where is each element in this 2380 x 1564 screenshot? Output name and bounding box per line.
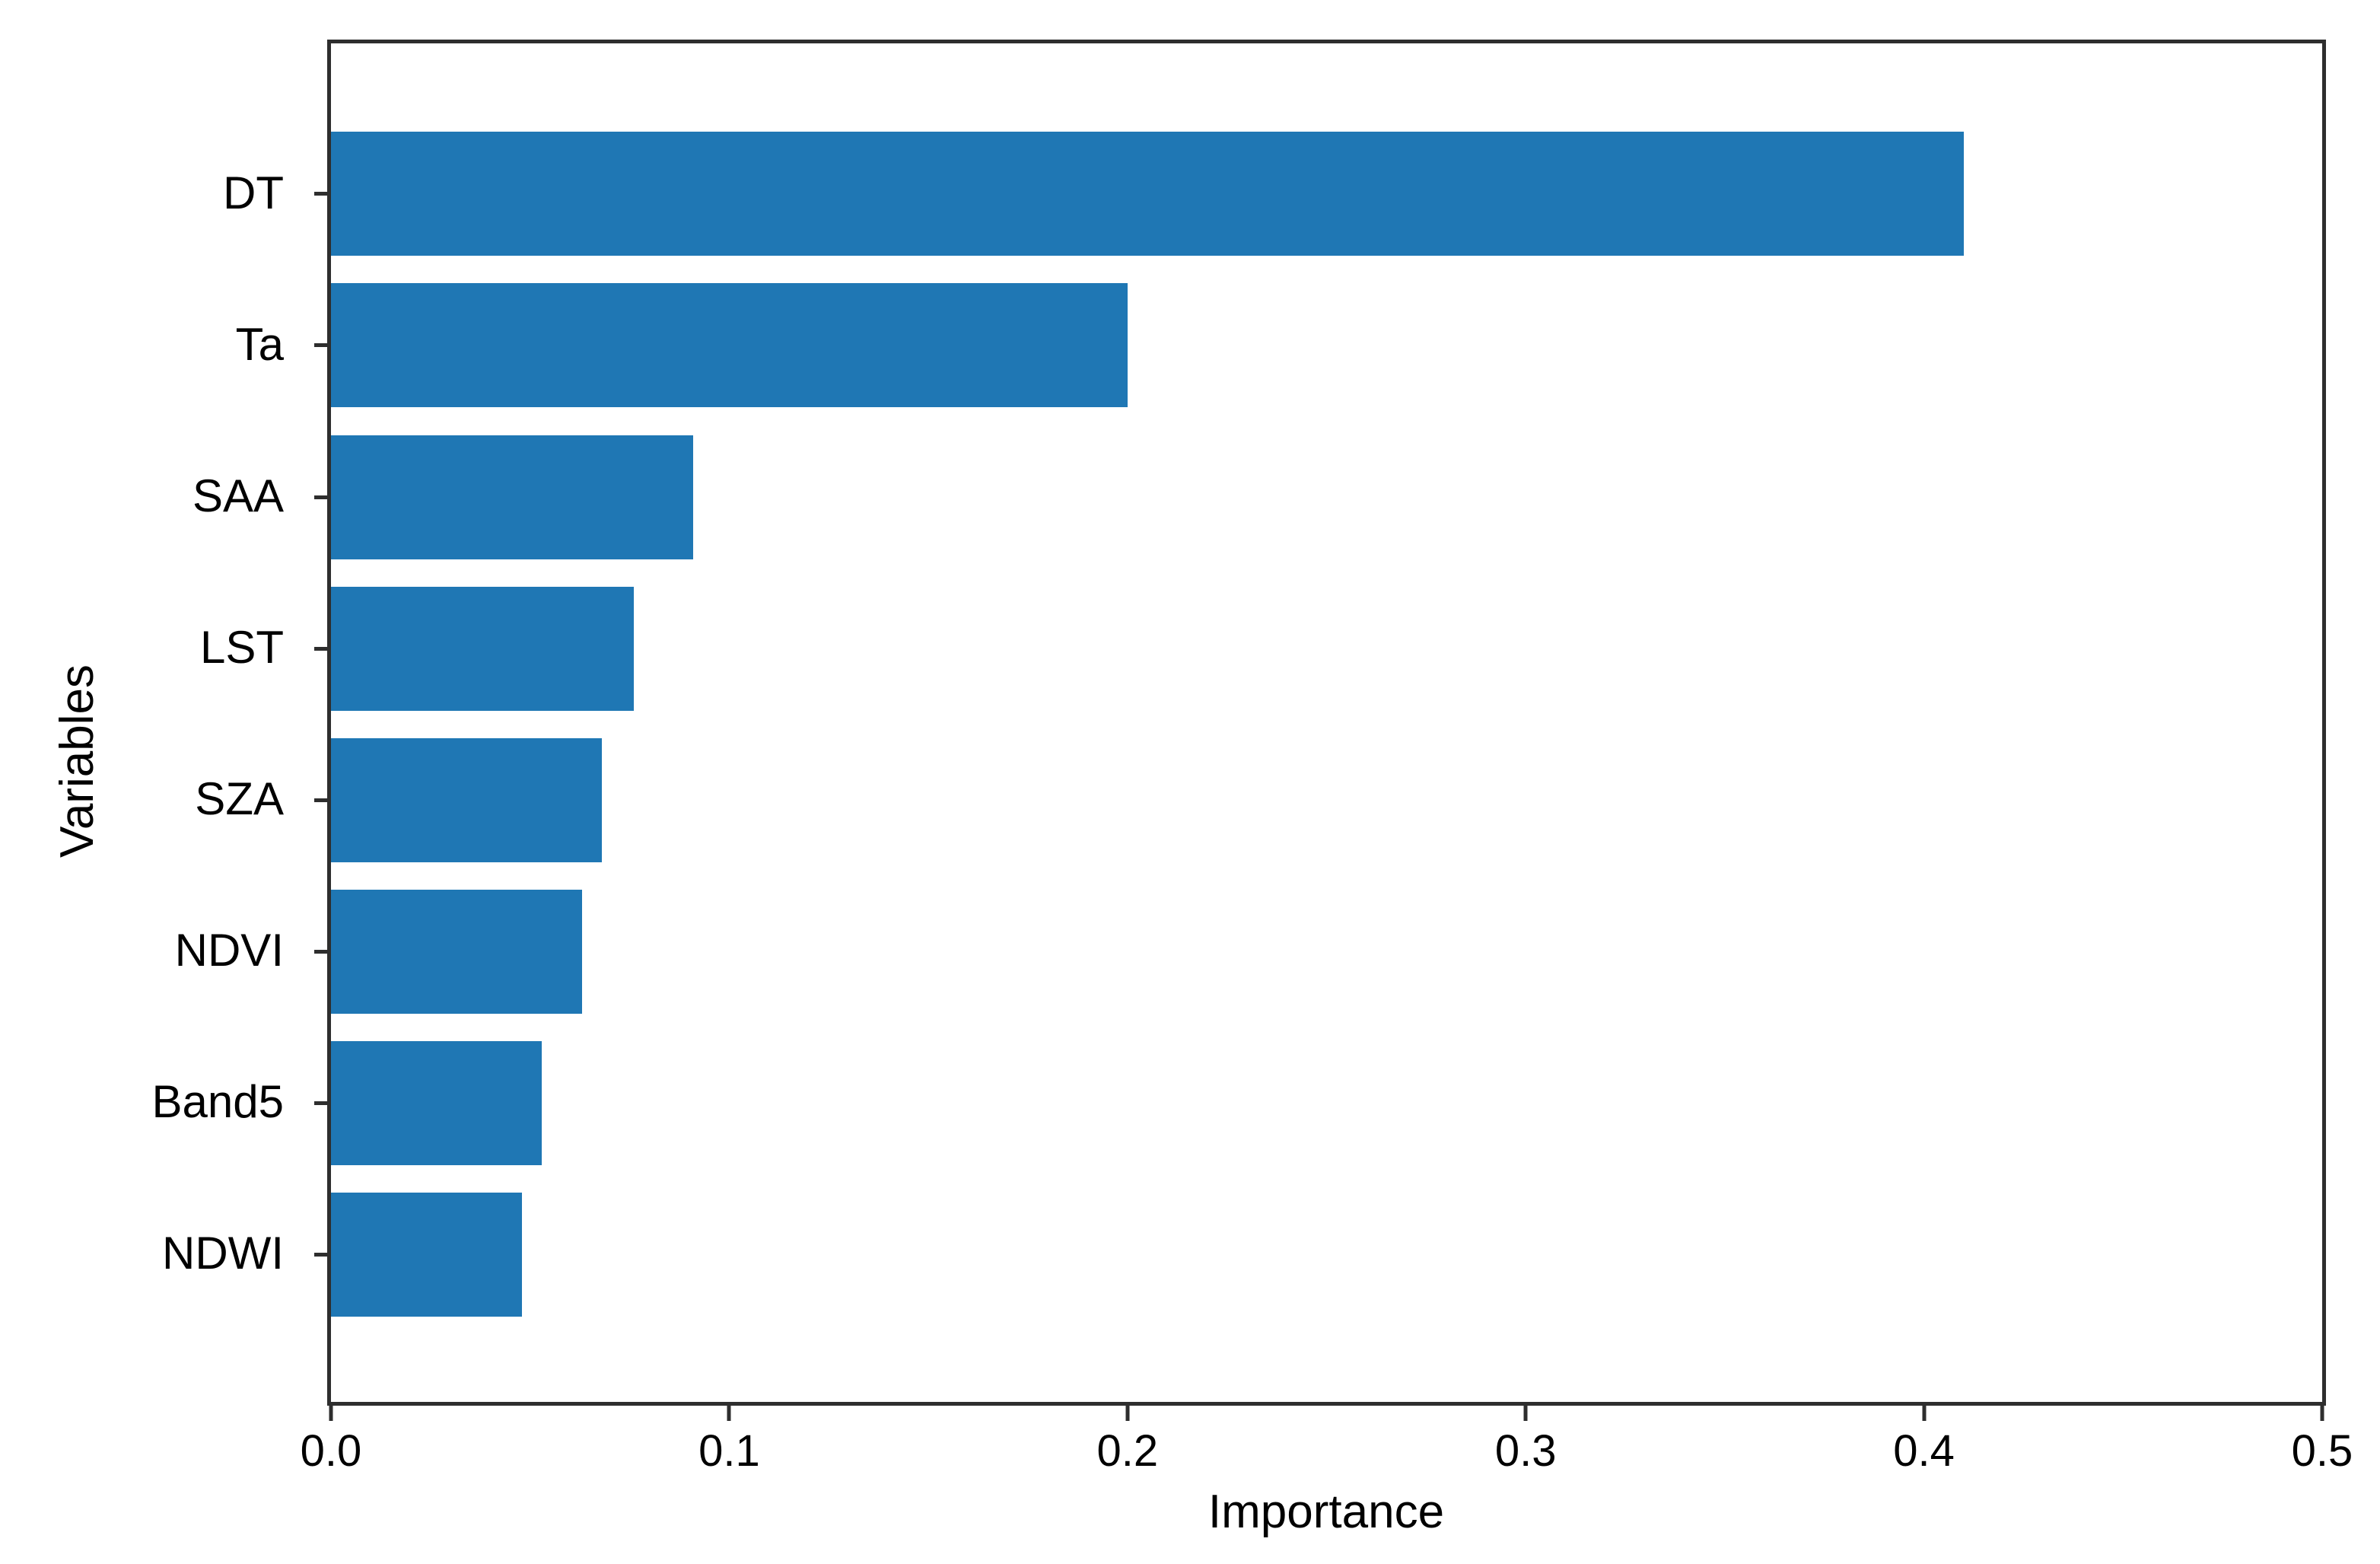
bar-LST [331, 586, 634, 711]
bar-Band5 [331, 1040, 542, 1165]
y-tick-label-SAA: SAA [192, 470, 284, 521]
y-tick-NDVI [314, 949, 331, 954]
y-tick-label-LST: LST [199, 621, 284, 673]
bar-SAA [331, 435, 694, 559]
y-tick-DT [314, 192, 331, 196]
y-tick-label-Band5: Band5 [151, 1075, 285, 1127]
x-tick-0.1 [727, 1406, 731, 1421]
bar-NDWI [331, 1192, 523, 1317]
x-tick-label-0.4: 0.4 [1893, 1426, 1955, 1476]
y-tick-Ta [314, 343, 331, 348]
y-axis-title: Variables [51, 664, 103, 858]
x-tick-label-0.3: 0.3 [1494, 1426, 1557, 1476]
x-tick-label-0.2: 0.2 [1096, 1426, 1159, 1476]
y-tick-SAA [314, 495, 331, 499]
x-tick-label-0.0: 0.0 [300, 1426, 362, 1476]
x-tick-0.2 [1125, 1406, 1130, 1421]
x-axis-title: Importance [1208, 1486, 1445, 1538]
bar-DT [331, 132, 1964, 256]
y-tick-label-NDWI: NDWI [162, 1227, 284, 1279]
y-tick-SZA [314, 798, 331, 802]
y-tick-label-NDVI: NDVI [174, 924, 284, 976]
bar-SZA [331, 737, 602, 862]
bar-Ta [331, 283, 1128, 408]
y-tick-Band5 [314, 1101, 331, 1105]
x-tick-0.0 [329, 1406, 333, 1421]
x-tick-0.3 [1523, 1406, 1528, 1421]
x-tick-label-0.1: 0.1 [698, 1426, 760, 1476]
y-tick-label-SZA: SZA [195, 772, 284, 824]
plot-area: DT Ta SAA LST SZA NDVI Band5 NDWI 0.0 0.1 0.2 0.3 0.… [152, 40, 2353, 1473]
bar-NDVI [331, 889, 582, 1014]
y-tick-NDWI [314, 1252, 331, 1257]
y-tick-LST [314, 646, 331, 651]
y-tick-label-DT: DT [223, 167, 284, 218]
y-tick-label-Ta: Ta [235, 318, 284, 370]
x-tick-0.4 [1922, 1406, 1927, 1421]
x-tick-0.5 [2320, 1406, 2324, 1421]
x-tick-label-0.5: 0.5 [2291, 1426, 2353, 1476]
